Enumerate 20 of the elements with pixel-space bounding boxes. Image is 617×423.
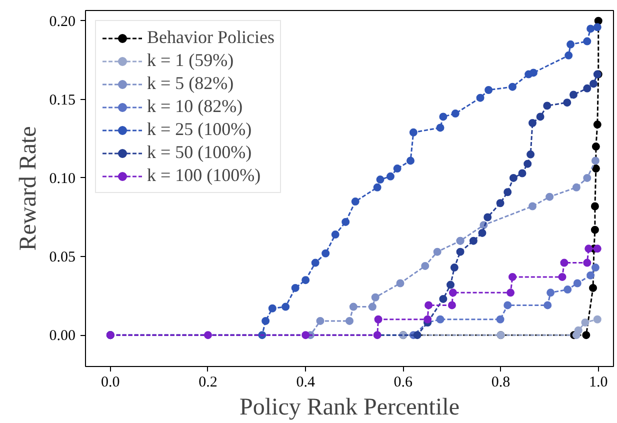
y-tick-label: 0.10 (49, 170, 76, 187)
legend-label: k = 25 (100%) (147, 119, 252, 140)
legend-label: k = 1 (59%) (147, 50, 234, 71)
x-axis-title: Policy Rank Percentile (240, 394, 460, 420)
y-tick-label: 0.20 (49, 14, 76, 30)
legend-label: k = 50 (100%) (147, 142, 252, 163)
x-tick-label: 0.6 (394, 374, 414, 390)
x-tick-label: 0.2 (198, 374, 218, 390)
legend-label: k = 100 (100%) (147, 165, 261, 186)
x-tick-label: 0.4 (296, 374, 316, 390)
legend-label: Behavior Policies (147, 27, 274, 48)
legend-label: k = 5 (82%) (147, 73, 234, 94)
y-tick-label: 0.00 (49, 328, 76, 344)
x-tick-label: 0.8 (491, 374, 510, 390)
y-axis-title: Reward Rate (15, 126, 42, 251)
y-tick-label: 0.15 (49, 92, 76, 108)
x-tick-label: 1.0 (588, 374, 608, 390)
x-tick-label: 0.0 (101, 374, 120, 390)
legend-label: k = 10 (82%) (147, 96, 243, 117)
y-tick-label: 0.05 (49, 250, 76, 266)
